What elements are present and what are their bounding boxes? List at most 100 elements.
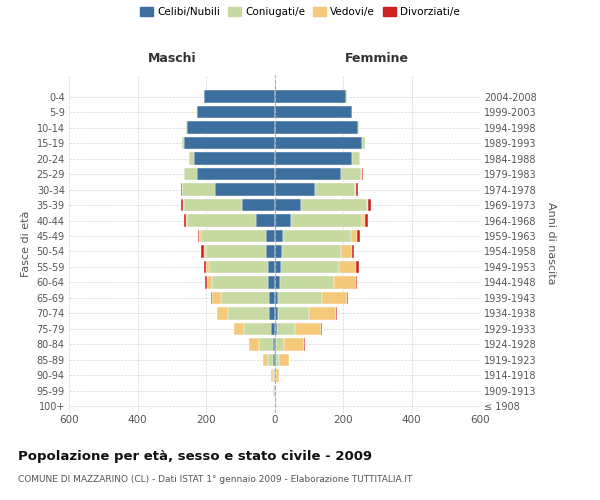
Bar (200, 246, 203, 258)
Bar (201, 230, 266, 242)
Bar (259, 338, 273, 350)
Bar (250, 338, 259, 350)
Bar (341, 246, 352, 258)
Y-axis label: Fasce di età: Fasce di età (21, 210, 31, 277)
Bar (356, 276, 358, 288)
Bar (187, 214, 256, 226)
Bar (295, 323, 322, 335)
Bar (356, 230, 360, 242)
Bar (352, 246, 354, 258)
Bar (346, 90, 347, 102)
Bar (361, 168, 362, 180)
Bar (268, 276, 275, 288)
Bar (301, 199, 367, 211)
Bar (275, 137, 362, 149)
Bar (269, 292, 275, 304)
Bar (209, 261, 268, 273)
Bar (315, 184, 355, 196)
Bar (275, 354, 276, 366)
Bar (234, 323, 244, 335)
Bar (275, 276, 280, 288)
Bar (278, 308, 309, 320)
Bar (242, 199, 275, 211)
Bar (273, 370, 274, 382)
Bar (189, 152, 194, 164)
Bar (211, 292, 212, 304)
Bar (352, 152, 360, 164)
Bar (184, 214, 186, 226)
Bar (204, 90, 275, 102)
Bar (281, 246, 341, 258)
Text: Maschi: Maschi (148, 52, 196, 65)
Bar (362, 137, 365, 149)
Legend: Celibi/Nubili, Coniugati/e, Vedovi/e, Divorziati/e: Celibi/Nubili, Coniugati/e, Vedovi/e, Di… (139, 5, 461, 20)
Bar (278, 292, 322, 304)
Bar (197, 106, 275, 118)
Bar (194, 152, 275, 164)
Text: Popolazione per età, sesso e stato civile - 2009: Popolazione per età, sesso e stato civil… (18, 450, 372, 463)
Bar (275, 90, 346, 102)
Bar (197, 168, 275, 180)
Bar (350, 230, 357, 242)
Bar (276, 354, 279, 366)
Bar (181, 184, 182, 196)
Bar (362, 214, 365, 226)
Bar (244, 323, 271, 335)
Bar (358, 122, 359, 134)
Text: Femmine: Femmine (345, 52, 409, 65)
Bar (365, 214, 368, 226)
Bar (275, 168, 341, 180)
Bar (212, 292, 221, 304)
Bar (275, 246, 281, 258)
Bar (276, 338, 284, 350)
Bar (355, 184, 356, 196)
Bar (271, 370, 273, 382)
Bar (269, 308, 275, 320)
Bar (273, 354, 275, 366)
Bar (279, 354, 289, 366)
Bar (275, 214, 291, 226)
Bar (275, 370, 276, 382)
Bar (347, 292, 348, 304)
Bar (322, 292, 347, 304)
Bar (284, 338, 304, 350)
Bar (184, 137, 275, 149)
Bar (182, 137, 184, 149)
Bar (184, 168, 197, 180)
Bar (181, 199, 183, 211)
Bar (275, 152, 352, 164)
Bar (217, 308, 228, 320)
Bar (268, 261, 275, 273)
Bar (268, 354, 273, 366)
Bar (275, 308, 278, 320)
Bar (275, 323, 277, 335)
Bar (203, 90, 204, 102)
Bar (256, 214, 275, 226)
Bar (186, 214, 187, 226)
Bar (275, 106, 352, 118)
Bar (367, 199, 368, 211)
Bar (275, 122, 358, 134)
Bar (356, 261, 359, 273)
Bar (215, 184, 275, 196)
Y-axis label: Anni di nascita: Anni di nascita (547, 202, 556, 285)
Bar (291, 214, 362, 226)
Bar (199, 230, 201, 242)
Bar (228, 308, 269, 320)
Bar (207, 276, 212, 288)
Bar (368, 199, 371, 211)
Bar (273, 338, 275, 350)
Bar (212, 276, 268, 288)
Bar (263, 354, 268, 366)
Bar (275, 199, 301, 211)
Bar (281, 261, 338, 273)
Bar (184, 199, 242, 211)
Bar (304, 338, 305, 350)
Bar (206, 261, 209, 273)
Bar (274, 370, 275, 382)
Bar (280, 276, 334, 288)
Bar (275, 184, 315, 196)
Bar (275, 338, 276, 350)
Bar (183, 199, 184, 211)
Bar (341, 168, 361, 180)
